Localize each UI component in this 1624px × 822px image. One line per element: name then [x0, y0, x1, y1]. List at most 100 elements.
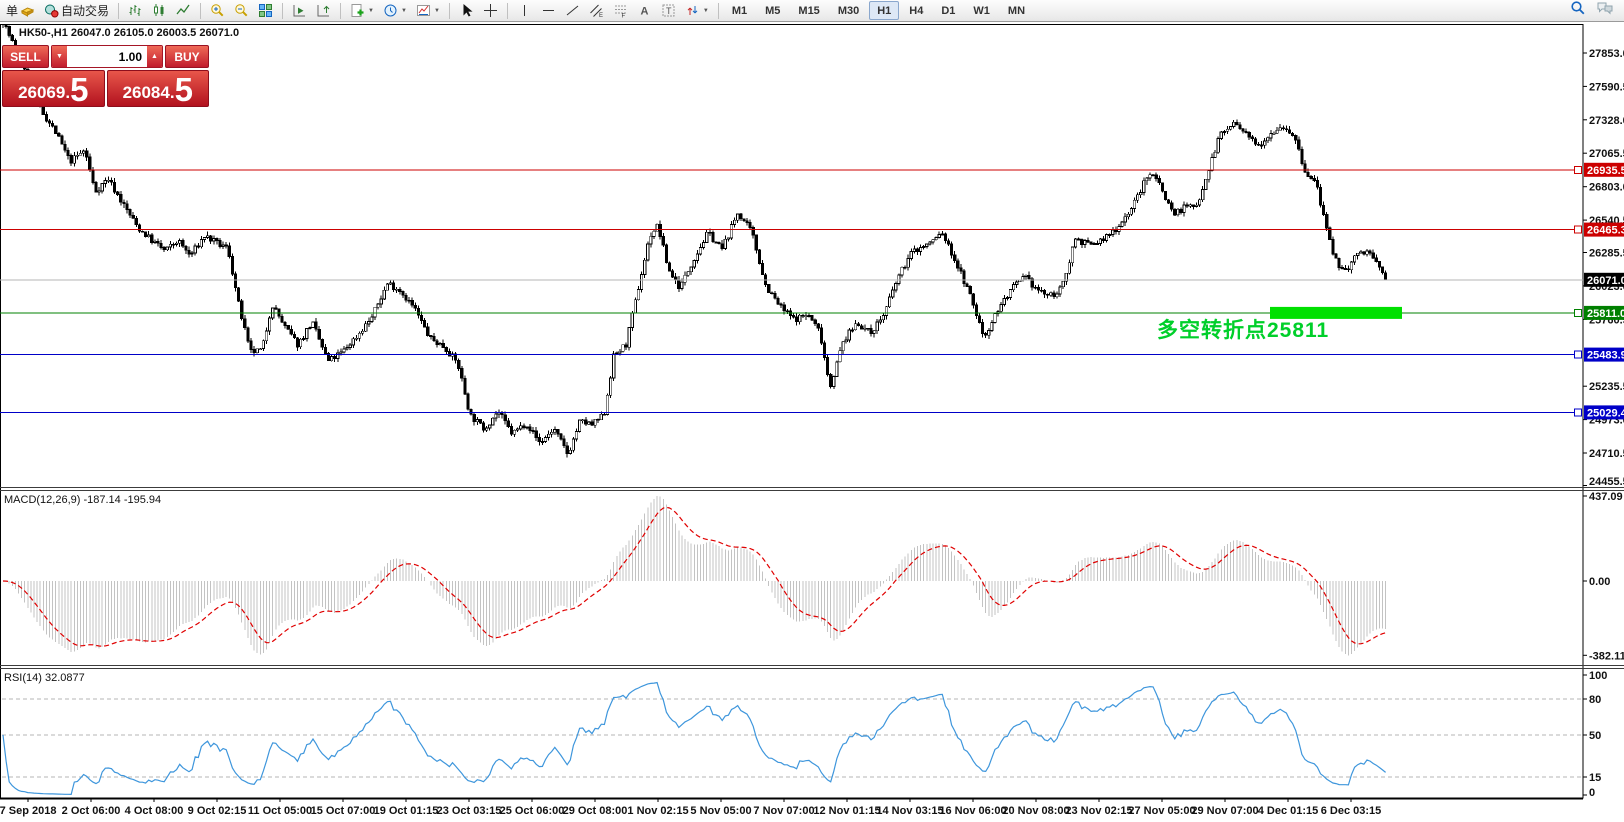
price-tick-label: 27853.0	[1589, 48, 1624, 60]
timeframe-d1[interactable]: D1	[941, 4, 956, 17]
buy-price-point: .	[169, 83, 175, 103]
date-tick-label: 9 Oct 02:15	[188, 805, 247, 817]
fibonacci-icon: F	[613, 3, 628, 18]
price-axis: 27853.027590.527328.027065.526803.026540…	[1583, 48, 1624, 799]
hline-price-label: 26935.5	[1587, 165, 1624, 177]
templates-button[interactable]: ▼	[412, 0, 444, 21]
chart-window-frame	[0, 24, 1584, 799]
macd-signal-line	[2, 506, 1386, 647]
periods-button[interactable]: ▼	[379, 0, 411, 21]
timeframe-w1[interactable]: W1	[973, 4, 990, 17]
bars-chart-button[interactable]	[124, 0, 147, 21]
horizontal-line-button[interactable]	[537, 0, 560, 21]
equidistant-channel-button[interactable]: E	[585, 0, 608, 21]
timeframe-h4[interactable]: H4	[909, 4, 924, 17]
vertical-line-button[interactable]	[513, 0, 536, 21]
chart-collapse-icon[interactable]: ▲	[6, 28, 14, 38]
zoom-in-icon	[210, 3, 225, 18]
template-icon	[416, 3, 431, 18]
macd-histogram	[5, 496, 1387, 656]
timeframe-m1[interactable]: M1	[731, 4, 748, 17]
svg-text:A: A	[640, 6, 648, 18]
toolbar-right-group	[1570, 0, 1622, 21]
date-tick-label: 6 Dec 03:15	[1321, 805, 1382, 817]
auto-scroll-button[interactable]	[288, 0, 311, 21]
macd-tick-label: -382.11	[1589, 650, 1624, 662]
hline-price-label-bg	[1584, 347, 1624, 362]
hline-price-label-bg	[1584, 272, 1624, 287]
date-tick-label: 19 Oct 01:15	[374, 805, 439, 817]
line-chart-icon	[176, 3, 191, 18]
text-button[interactable]: A	[633, 0, 656, 21]
volume-input[interactable]: 1.00	[67, 46, 147, 67]
timeframe-m5[interactable]: M5	[765, 4, 781, 17]
new-order-button[interactable]: 单	[2, 0, 39, 21]
date-tick-label: 4 Dec 01:15	[1258, 805, 1319, 817]
equidistant-channel-icon: E	[589, 3, 604, 18]
clock-icon	[383, 3, 398, 18]
arrows-button[interactable]: ▼	[681, 0, 713, 21]
candlestick-chart-button[interactable]	[148, 0, 171, 21]
rsi-tick-label: 100	[1589, 670, 1607, 682]
rsi-line	[2, 681, 1386, 796]
svg-text:F: F	[621, 14, 625, 19]
vertical-line-icon	[517, 3, 532, 18]
text-label-button[interactable]: T	[657, 0, 680, 21]
zoom-out-button[interactable]	[230, 0, 253, 21]
hline-handle	[1574, 308, 1582, 317]
rsi-label: RSI(14) 32.0877	[4, 672, 85, 684]
buy-price-panel[interactable]: 26084. 5	[106, 70, 209, 107]
chat-icon[interactable]	[1596, 0, 1614, 21]
chart-header: ▲ HK50-,H1 26047.0 26105.0 26003.5 26071…	[6, 27, 239, 39]
hline-price-label: 26071.0	[1587, 275, 1624, 287]
hline-price-label: 25483.9	[1587, 350, 1624, 362]
date-tick-label: 11 Oct 05:00	[248, 805, 312, 817]
volume-decrease-button[interactable]: ▼	[52, 46, 67, 67]
trendline-button[interactable]	[561, 0, 584, 21]
price-tick-label: 25235.5	[1589, 381, 1624, 393]
text-a-icon: A	[637, 3, 652, 18]
rsi-tick-label: 80	[1589, 694, 1601, 706]
timeframe-m15[interactable]: M15	[798, 4, 820, 17]
hline-price-label: 25029.4	[1587, 407, 1624, 419]
sell-price-big-digit: 5	[70, 71, 89, 109]
price-tick-label: 27590.5	[1589, 81, 1624, 93]
search-icon[interactable]	[1570, 0, 1586, 21]
price-tick-label: 26285.5	[1589, 248, 1624, 260]
candlestick-series	[2, 25, 1388, 458]
crosshair-button[interactable]	[479, 0, 502, 21]
pivot-annotation: 多空转折点25811	[1157, 318, 1329, 342]
sell-button[interactable]: SELL	[2, 45, 49, 68]
cursor-icon	[459, 3, 474, 18]
date-tick-label: 4 Oct 08:00	[125, 805, 184, 817]
timeframe-h1[interactable]: H1	[869, 1, 900, 20]
hline-price-label-bg	[1584, 305, 1624, 320]
timeframe-mn[interactable]: MN	[1007, 4, 1026, 17]
pivot-highlight-bar[interactable]	[1270, 306, 1402, 319]
fibonacci-button[interactable]: F	[609, 0, 632, 21]
hline-price-label: 26465.3	[1587, 225, 1624, 237]
date-tick-label: 7 Nov 07:00	[753, 805, 814, 817]
indicators-button[interactable]: ▼	[346, 0, 378, 21]
tile-windows-button[interactable]	[254, 0, 277, 21]
tile-windows-icon	[258, 3, 273, 18]
macd-label: MACD(12,26,9) -187.14 -195.94	[4, 494, 161, 506]
price-tick-label: 26803.0	[1589, 182, 1624, 194]
volume-increase-button[interactable]: ▲	[147, 46, 162, 67]
autotrading-button[interactable]: 自动交易	[40, 0, 113, 21]
date-tick-label: 29 Oct 08:00	[563, 805, 628, 817]
line-chart-button[interactable]	[172, 0, 195, 21]
toolbar-separator	[200, 2, 202, 19]
buy-button[interactable]: BUY	[165, 45, 209, 68]
price-tick-label: 27328.0	[1589, 115, 1624, 127]
autotrading-icon	[44, 3, 59, 18]
date-tick-label: 12 Nov 01:15	[813, 805, 880, 817]
cursor-button[interactable]	[455, 0, 478, 21]
toolbar-separator	[506, 2, 508, 19]
sell-price-panel[interactable]: 26069. 5	[2, 70, 105, 107]
zoom-in-button[interactable]	[206, 0, 229, 21]
timeframe-m30[interactable]: M30	[837, 4, 860, 17]
chart-shift-button[interactable]	[312, 0, 335, 21]
trendline-icon	[565, 3, 580, 18]
